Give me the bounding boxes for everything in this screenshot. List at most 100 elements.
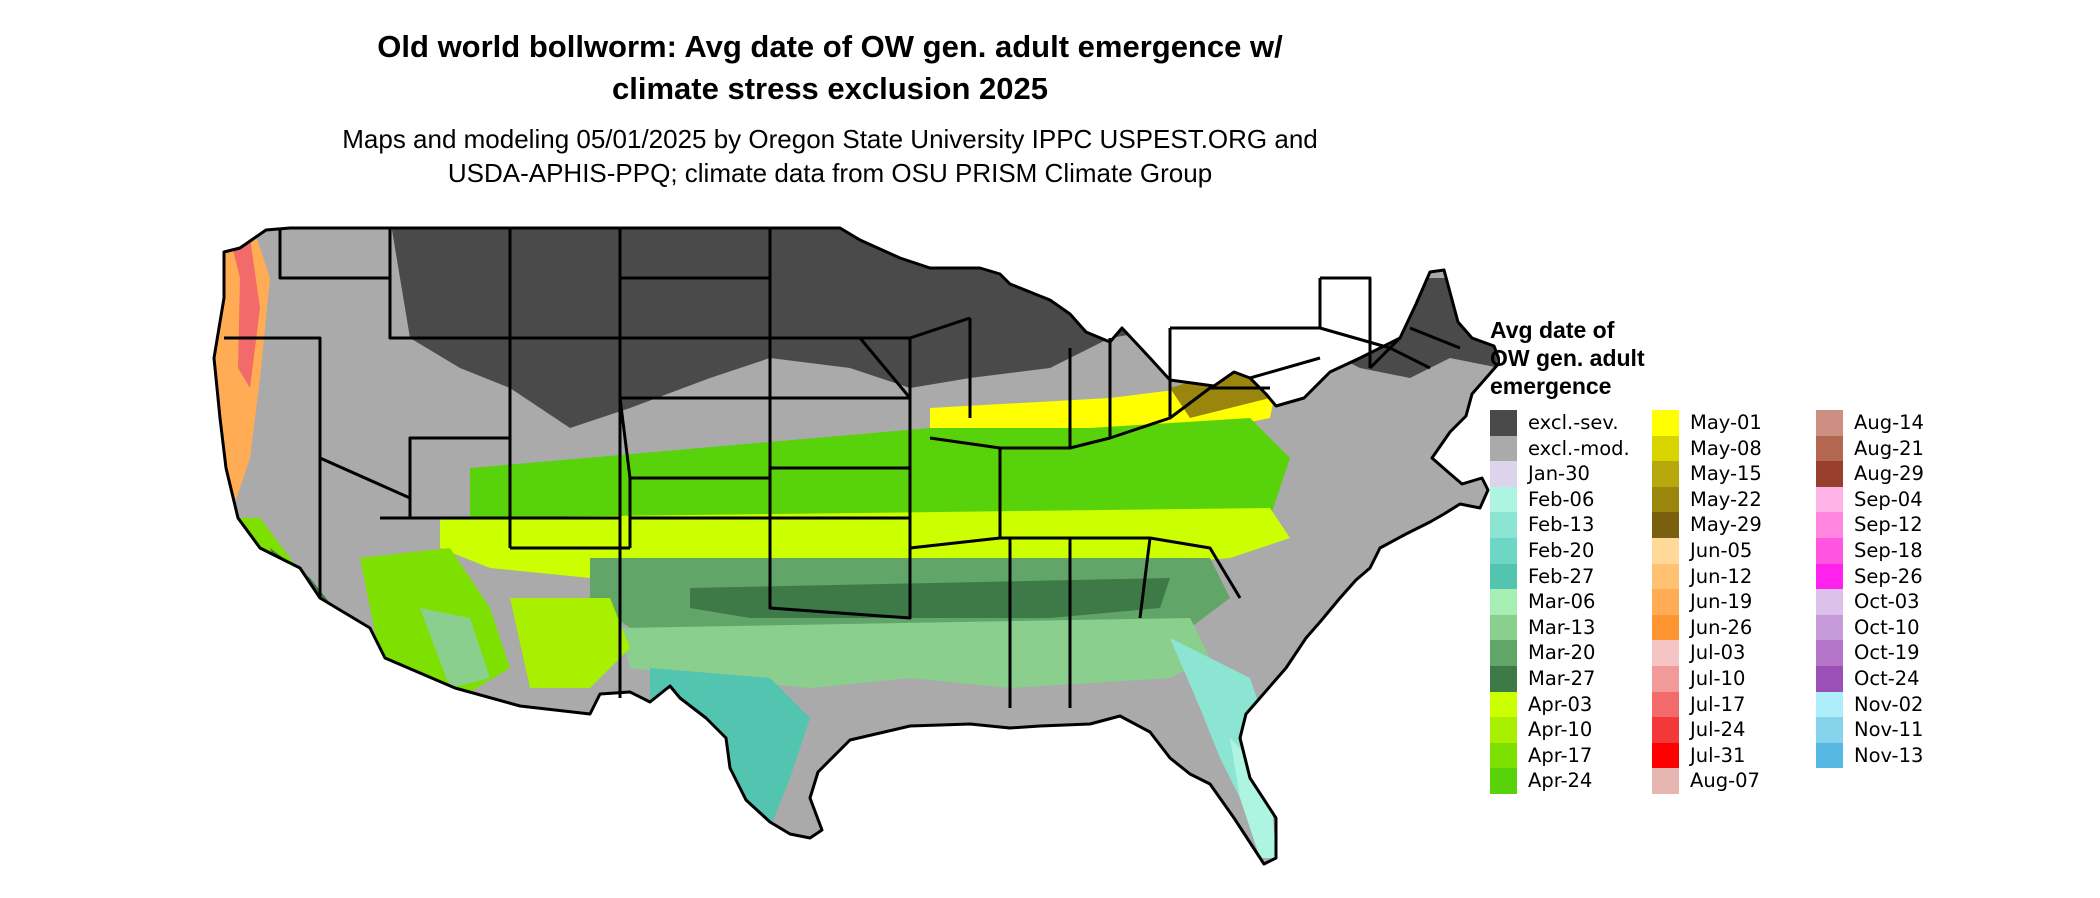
legend-item: Jul-17 (1652, 691, 1902, 718)
legend-label: Apr-03 (1528, 692, 1593, 716)
legend-swatch (1816, 742, 1843, 769)
legend-item: Aug-07 (1652, 768, 1902, 794)
legend-item: Mar-27 (1490, 665, 1740, 692)
legend-label: Oct-24 (1854, 666, 1920, 690)
legend-swatch (1652, 435, 1679, 462)
legend-item: excl.-sev. (1490, 410, 1740, 436)
legend-label: Sep-04 (1854, 487, 1923, 511)
legend-label: Apr-17 (1528, 743, 1593, 767)
legend-swatch (1652, 614, 1679, 641)
legend-label: excl.-mod. (1528, 436, 1630, 460)
legend-label: Aug-29 (1854, 462, 1924, 486)
legend-label: Feb-13 (1528, 513, 1595, 537)
legend-item: Feb-20 (1490, 537, 1740, 564)
legend-item: Jun-26 (1652, 614, 1902, 641)
legend-label: Oct-19 (1854, 641, 1920, 665)
legend-item: Mar-06 (1490, 589, 1740, 615)
legend-label: Sep-12 (1854, 513, 1923, 537)
legend-label: Feb-27 (1528, 564, 1595, 588)
legend-item: Aug-14 (1816, 410, 2066, 436)
legend-title-line-2: OW gen. adult (1490, 345, 1645, 371)
legend-item: Jun-19 (1652, 589, 1902, 615)
legend-swatch (1816, 537, 1843, 564)
legend-label: Mar-27 (1528, 666, 1596, 690)
legend-swatch (1816, 614, 1843, 641)
legend-swatch (1490, 742, 1517, 769)
legend-item: Jan-30 (1490, 461, 1740, 487)
legend-item: Mar-20 (1490, 640, 1740, 666)
legend-swatch (1652, 486, 1679, 513)
legend-label: May-08 (1690, 436, 1762, 460)
legend-swatch (1652, 742, 1679, 769)
legend-item: Feb-13 (1490, 512, 1740, 538)
title-line-1: Old world bollworm: Avg date of OW gen. … (377, 29, 1283, 64)
legend-item: Nov-11 (1816, 717, 2066, 743)
legend-swatch (1816, 563, 1843, 590)
legend-label: Nov-02 (1854, 692, 1924, 716)
legend-swatch (1652, 563, 1679, 590)
legend-item: Jul-31 (1652, 742, 1902, 769)
legend-item: Aug-21 (1816, 435, 2066, 462)
legend-label: Aug-21 (1854, 436, 1924, 460)
legend-label: excl.-sev. (1528, 411, 1619, 434)
legend-item: Nov-13 (1816, 742, 2066, 769)
subtitle-line-2: USDA-APHIS-PPQ; climate data from OSU PR… (447, 158, 1213, 188)
legend-swatch (1816, 435, 1843, 462)
legend-swatch (1490, 461, 1517, 487)
legend-label: Aug-07 (1690, 769, 1760, 793)
legend-swatch (1490, 512, 1517, 538)
legend-swatch (1816, 717, 1843, 743)
legend-item: Aug-29 (1816, 461, 2066, 487)
legend-title-line-1: Avg date of (1490, 317, 1615, 343)
legend-label: Jul-17 (1690, 692, 1746, 716)
legend-label: Apr-24 (1528, 769, 1593, 793)
legend-item: Mar-13 (1490, 614, 1740, 641)
legend-swatch (1490, 589, 1517, 615)
legend-swatch (1490, 640, 1517, 666)
legend-item: Sep-12 (1816, 512, 2066, 538)
legend-item: May-01 (1652, 410, 1902, 436)
legend-item: Oct-24 (1816, 665, 2066, 692)
legend-label: Sep-26 (1854, 564, 1923, 588)
legend-swatch (1816, 410, 1843, 436)
legend-label: Jun-19 (1690, 590, 1753, 614)
legend-label: Jul-10 (1690, 666, 1746, 690)
legend-label: Jun-26 (1690, 615, 1753, 639)
legend-item: Sep-04 (1816, 486, 2066, 513)
legend-label: Mar-20 (1528, 641, 1596, 665)
legend-swatch (1816, 486, 1843, 513)
legend-label: May-15 (1690, 462, 1762, 486)
legend-swatch (1816, 589, 1843, 615)
legend-label: Feb-20 (1528, 538, 1595, 562)
legend-swatch (1490, 563, 1517, 590)
legend-label: Jan-30 (1528, 462, 1590, 486)
legend-swatch (1490, 768, 1517, 794)
legend-item: excl.-mod. (1490, 435, 1740, 462)
legend-label: Jul-31 (1690, 743, 1746, 767)
legend-label: May-22 (1690, 487, 1762, 511)
legend-label: Jun-05 (1690, 538, 1753, 562)
legend-swatch (1652, 512, 1679, 538)
legend-swatch (1652, 768, 1679, 794)
legend-label: May-29 (1690, 513, 1762, 537)
legend-item: May-15 (1652, 461, 1902, 487)
legend-item: Jun-05 (1652, 537, 1902, 564)
legend-swatch (1652, 640, 1679, 666)
map-title: Old world bollworm: Avg date of OW gen. … (240, 26, 1420, 110)
legend-item: Feb-06 (1490, 486, 1740, 513)
legend-label: Jul-24 (1690, 718, 1746, 742)
map-subtitle: Maps and modeling 05/01/2025 by Oregon S… (240, 122, 1420, 190)
legend-item: Jul-03 (1652, 640, 1902, 666)
legend-swatch (1652, 537, 1679, 564)
legend-swatch (1490, 537, 1517, 564)
legend-item: Oct-10 (1816, 614, 2066, 641)
legend-column: Aug-14 Aug-21 Aug-29 Sep-04 Sep-12 Sep-18 Sep-… (1816, 410, 2066, 769)
subtitle-line-1: Maps and modeling 05/01/2025 by Oregon S… (342, 124, 1318, 154)
legend-title: Avg date of OW gen. adult emergence (1490, 316, 1730, 400)
legend-swatch (1490, 435, 1517, 462)
legend-label: Nov-13 (1854, 743, 1924, 767)
legend-item: May-29 (1652, 512, 1902, 538)
legend-column: excl.-sev. excl.-mod. Jan-30 Feb-06 Feb-13 Fe… (1490, 410, 1740, 794)
legend-swatch (1816, 512, 1843, 538)
legend-label: Jul-03 (1690, 641, 1746, 665)
